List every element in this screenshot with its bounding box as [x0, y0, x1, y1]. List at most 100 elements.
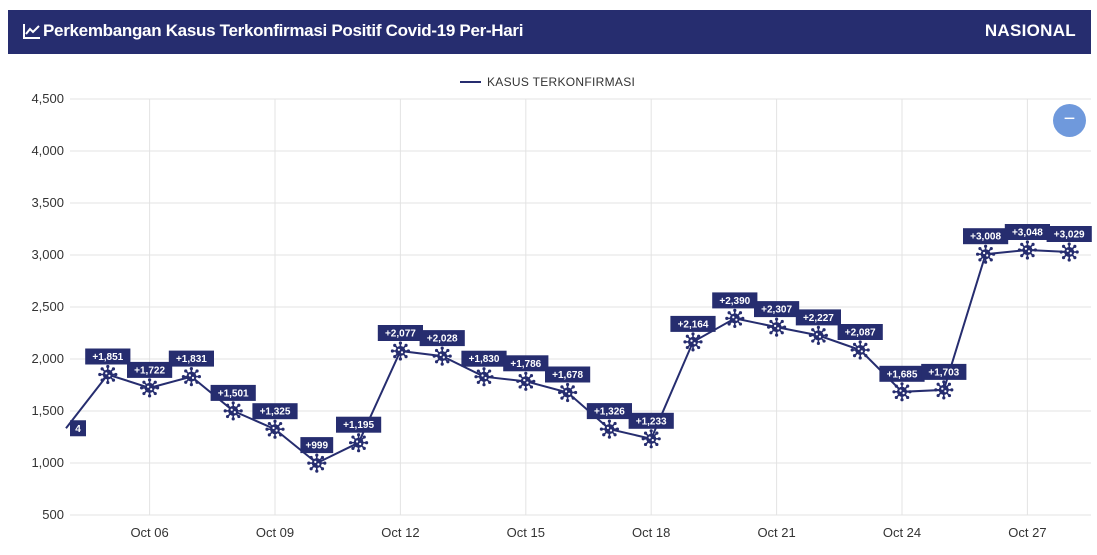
data-label: +999 [300, 437, 334, 454]
virus-icon[interactable] [140, 378, 160, 398]
chart-header: Perkembangan Kasus Terkonfirmasi Positif… [8, 10, 1091, 54]
svg-text:+1,325: +1,325 [260, 407, 291, 418]
virus-icon[interactable] [307, 453, 327, 473]
virus-icon[interactable] [808, 325, 828, 345]
virus-icon[interactable] [641, 429, 661, 449]
virus-icon[interactable] [349, 433, 369, 453]
data-label: +2,028 [419, 330, 465, 347]
y-tick-label: 2,000 [31, 351, 64, 366]
series-line-path [65, 248, 1070, 465]
zoom-out-button[interactable]: − [1053, 104, 1086, 137]
y-tick-label: 2,500 [31, 299, 64, 314]
svg-text:+1,678: +1,678 [552, 370, 583, 381]
virus-icon[interactable] [1059, 242, 1079, 262]
y-tick-label: 1,500 [31, 403, 64, 418]
y-tick-label: 4,500 [31, 91, 64, 106]
virus-icon[interactable] [181, 367, 201, 387]
svg-text:+1,722: +1,722 [134, 365, 165, 376]
virus-icon[interactable] [850, 340, 870, 360]
svg-text:+1,786: +1,786 [510, 359, 541, 370]
svg-text:+2,307: +2,307 [761, 305, 792, 316]
data-label: +1,501 [210, 384, 256, 401]
x-tick-label: Oct 24 [883, 525, 921, 540]
data-label: +1,831 [168, 350, 214, 367]
virus-icon[interactable] [934, 380, 954, 400]
data-label: +1,233 [628, 412, 674, 429]
virus-icon[interactable] [98, 364, 118, 385]
x-tick-label: Oct 15 [507, 525, 545, 540]
data-label: +1,722 [127, 361, 173, 378]
data-label: +1,325 [252, 403, 298, 420]
virus-icon[interactable] [558, 382, 578, 403]
data-label: +1,678 [545, 366, 591, 383]
minus-icon: − [1063, 108, 1076, 130]
virus-icon[interactable] [767, 317, 787, 337]
data-label: 4 [70, 420, 86, 437]
svg-text:+1,195: +1,195 [343, 420, 374, 431]
y-tick-label: 3,500 [31, 195, 64, 210]
y-axis: 500 1,000 1,500 2,000 2,500 3,000 3,500 4,000 4,… [31, 91, 64, 522]
series-line [65, 248, 1070, 465]
data-label: +1,851 [85, 348, 131, 365]
svg-text:+1,703: +1,703 [928, 367, 959, 378]
svg-text:+2,028: +2,028 [427, 334, 458, 345]
data-label: +3,008 [963, 228, 1009, 245]
y-tick-label: 3,000 [31, 247, 64, 262]
virus-icon[interactable] [683, 332, 703, 352]
scope-label: NASIONAL [984, 21, 1076, 40]
virus-icon[interactable] [432, 346, 452, 366]
svg-text:+1,233: +1,233 [636, 416, 667, 427]
legend[interactable]: KASUS TERKONFIRMASI [460, 75, 635, 89]
virus-icon[interactable] [223, 401, 243, 421]
y-tick-label: 1,000 [31, 455, 64, 470]
svg-text:+999: +999 [306, 441, 329, 452]
svg-text:+1,501: +1,501 [218, 388, 249, 399]
y-tick-label: 4,000 [31, 143, 64, 158]
legend-label: KASUS TERKONFIRMASI [487, 75, 635, 89]
data-label: +1,830 [461, 350, 507, 367]
svg-text:+2,164: +2,164 [678, 319, 709, 330]
data-label: +1,786 [503, 355, 549, 372]
data-label: +3,029 [1046, 226, 1092, 242]
virus-icon[interactable] [390, 341, 410, 361]
chart-title: Perkembangan Kasus Terkonfirmasi Positif… [43, 21, 524, 40]
svg-text:+1,685: +1,685 [887, 369, 918, 380]
data-label: +2,164 [670, 315, 716, 332]
virus-icon[interactable] [892, 382, 912, 402]
x-tick-label: Oct 09 [256, 525, 294, 540]
data-label: +1,195 [336, 416, 382, 433]
data-label: +1,326 [586, 403, 632, 420]
svg-text:+2,077: +2,077 [385, 329, 416, 340]
svg-text:+2,087: +2,087 [845, 328, 876, 339]
x-tick-label: Oct 27 [1008, 525, 1046, 540]
series-markers [98, 240, 1079, 473]
svg-text:+1,831: +1,831 [176, 354, 207, 365]
data-label: +1,685 [879, 365, 925, 382]
data-label: +2,390 [712, 292, 758, 309]
data-labels: 4 +1,851 +1,722 +1,831 +1,501 +1,325 +999 +1,19… [70, 224, 1092, 454]
data-label: +1,703 [921, 363, 967, 380]
data-label: +2,077 [377, 325, 423, 341]
data-label: +2,087 [837, 324, 883, 340]
virus-icon[interactable] [599, 419, 619, 439]
virus-icon[interactable] [265, 419, 285, 439]
virus-icon[interactable] [1017, 240, 1037, 260]
data-label: +2,227 [795, 309, 841, 326]
line-chart-icon [23, 24, 40, 39]
grid [70, 98, 1091, 516]
svg-text:+1,326: +1,326 [594, 407, 625, 418]
virus-icon[interactable] [725, 308, 745, 328]
svg-text:+1,851: +1,851 [92, 352, 123, 363]
svg-text:+2,390: +2,390 [719, 296, 750, 307]
virus-icon[interactable] [516, 371, 536, 391]
svg-text:+3,048: +3,048 [1012, 228, 1043, 239]
virus-icon[interactable] [474, 367, 494, 387]
x-tick-label: Oct 21 [757, 525, 795, 540]
x-tick-label: Oct 12 [381, 525, 419, 540]
virus-icon[interactable] [976, 244, 996, 264]
x-axis: Oct 06 Oct 09 Oct 12 Oct 15 Oct 18 Oct 21 Oct … [130, 525, 1046, 540]
data-label: +3,048 [1004, 224, 1050, 240]
svg-text:+2,227: +2,227 [803, 313, 834, 324]
svg-text:+1,830: +1,830 [469, 354, 500, 365]
